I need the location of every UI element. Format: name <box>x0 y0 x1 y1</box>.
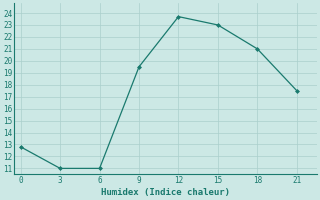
X-axis label: Humidex (Indice chaleur): Humidex (Indice chaleur) <box>101 188 230 197</box>
